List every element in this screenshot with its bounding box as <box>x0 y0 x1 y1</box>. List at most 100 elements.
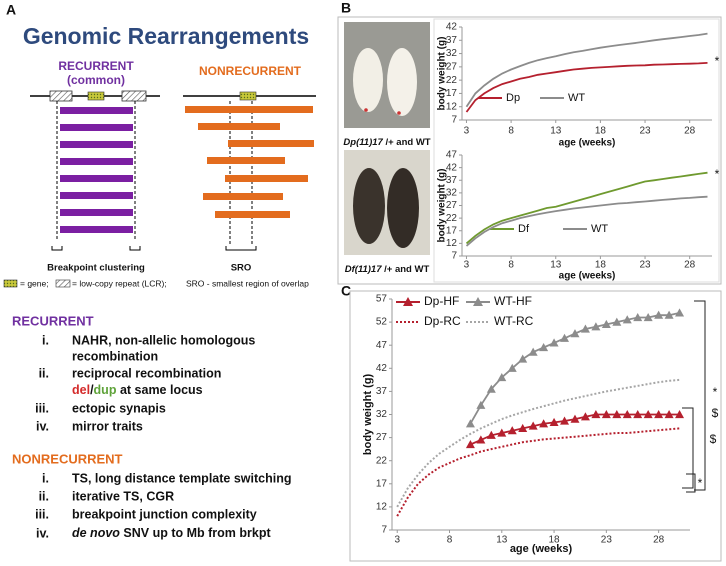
y-tick-label: 57 <box>376 294 388 305</box>
x-tick-label: 8 <box>447 535 453 546</box>
x-tick-label: 18 <box>595 126 607 137</box>
y-tick-label: 12 <box>446 101 458 112</box>
annotation: * <box>713 385 718 399</box>
annotation: * <box>715 54 720 68</box>
y-tick-label: 32 <box>376 409 388 420</box>
marker <box>654 410 664 419</box>
legend-label: WT-RC <box>494 314 534 328</box>
marker <box>580 412 590 421</box>
marker <box>486 384 496 393</box>
y-tick-label: 27 <box>446 200 458 211</box>
y-tick-label: 27 <box>376 432 388 443</box>
y-tick-label: 37 <box>446 175 458 186</box>
y-tick-label: 17 <box>376 478 388 489</box>
legend-marker <box>473 297 483 306</box>
x-tick-label: 28 <box>653 535 665 546</box>
marker <box>486 430 496 439</box>
y-tick-label: 17 <box>446 88 458 99</box>
panel-label: A <box>6 2 16 18</box>
y-tick-label: 12 <box>446 238 458 249</box>
list-text: breakpoint junction complexity <box>72 507 257 521</box>
series-line <box>465 171 708 245</box>
marker <box>507 426 517 435</box>
legend-label: Df <box>518 223 530 235</box>
marker <box>570 329 580 338</box>
marker <box>643 312 653 322</box>
marker <box>539 419 549 428</box>
legend: = gene; = low-copy repeat (LCR); SRO - s… <box>3 278 309 288</box>
list-num: iii. <box>35 401 49 415</box>
y-tick-label: 32 <box>446 188 458 199</box>
marker <box>664 410 674 419</box>
x-tick-label: 13 <box>496 535 508 546</box>
panel-label: B <box>341 0 351 16</box>
marker <box>622 410 632 419</box>
y-tick-label: 12 <box>376 502 388 513</box>
annotation: * <box>715 167 720 181</box>
list-num: iv. <box>36 419 49 433</box>
marker <box>518 423 528 432</box>
series-line <box>465 62 708 113</box>
marker <box>476 400 486 409</box>
marker <box>549 417 559 426</box>
marker <box>465 440 475 449</box>
x-tick-label: 23 <box>601 535 613 546</box>
y-tick-label: 7 <box>451 251 457 262</box>
y-axis-label: body weight (g) <box>362 374 374 456</box>
y-tick-label: 37 <box>446 35 458 46</box>
list-text: mirror traits <box>72 419 143 433</box>
photo-caption: Dp(11)17 /+ and WT <box>343 137 430 148</box>
y-tick-label: 42 <box>376 363 388 374</box>
marker <box>633 312 643 322</box>
x-tick-label: 3 <box>394 535 400 546</box>
list-heading: RECURRENT <box>12 313 94 328</box>
chart-frame <box>433 18 720 283</box>
marker <box>643 410 653 419</box>
legend-label: Dp-HF <box>424 294 459 308</box>
x-tick-label: 23 <box>639 260 651 271</box>
list-heading: NONRECURRENT <box>12 451 123 466</box>
y-tick-label: 7 <box>381 525 387 536</box>
breakpoint-label: Breakpoint clustering <box>47 263 145 274</box>
x-tick-label: 28 <box>684 260 696 271</box>
list-text: NAHR, non-allelic homologous <box>72 333 255 347</box>
list-text: ectopic synapis <box>72 401 166 415</box>
caption-text: /+ and WT <box>382 264 430 275</box>
annotation: * <box>698 476 703 490</box>
significance-brackets <box>682 300 706 493</box>
caption-italic: Df(11)17 <box>345 264 382 275</box>
x-tick-label: 23 <box>639 126 651 137</box>
marker <box>591 410 601 419</box>
marker <box>465 419 475 428</box>
sro-label: SRO <box>231 263 252 274</box>
marker <box>518 354 528 363</box>
list-text: SNV up to Mb from brkpt <box>123 526 271 540</box>
list-num: ii. <box>39 489 49 503</box>
list-text: iterative TS, CGR <box>72 489 174 503</box>
marker <box>622 315 632 324</box>
marker <box>580 324 590 333</box>
photo <box>344 150 430 255</box>
y-tick-label: 22 <box>376 455 388 466</box>
list-num: i. <box>42 333 49 347</box>
x-tick-label: 3 <box>464 126 470 137</box>
marker <box>497 373 507 382</box>
list-text: at same locus <box>120 383 203 397</box>
marker <box>601 410 611 419</box>
y-tick-label: 22 <box>446 213 458 224</box>
nonrecurrent-label: NONRECURRENT <box>199 64 302 78</box>
y-tick-label: 47 <box>446 150 458 161</box>
legend-marker <box>403 297 413 306</box>
y-tick-label: 27 <box>446 61 458 72</box>
nonrecurrent-diagram <box>183 91 316 251</box>
del-text: del <box>72 383 90 397</box>
list-text: recombination <box>72 349 158 363</box>
x-tick-label: 18 <box>595 260 607 271</box>
italic-text: de novo <box>72 526 120 540</box>
marker <box>664 310 674 319</box>
list-num: iv. <box>36 526 49 540</box>
list-text: TS, long distance template switching <box>72 471 291 485</box>
panel-title: Genomic Rearrangements <box>23 23 309 49</box>
list-text: del/dup at same locus <box>72 383 203 397</box>
recurrent-diagram <box>30 90 160 251</box>
